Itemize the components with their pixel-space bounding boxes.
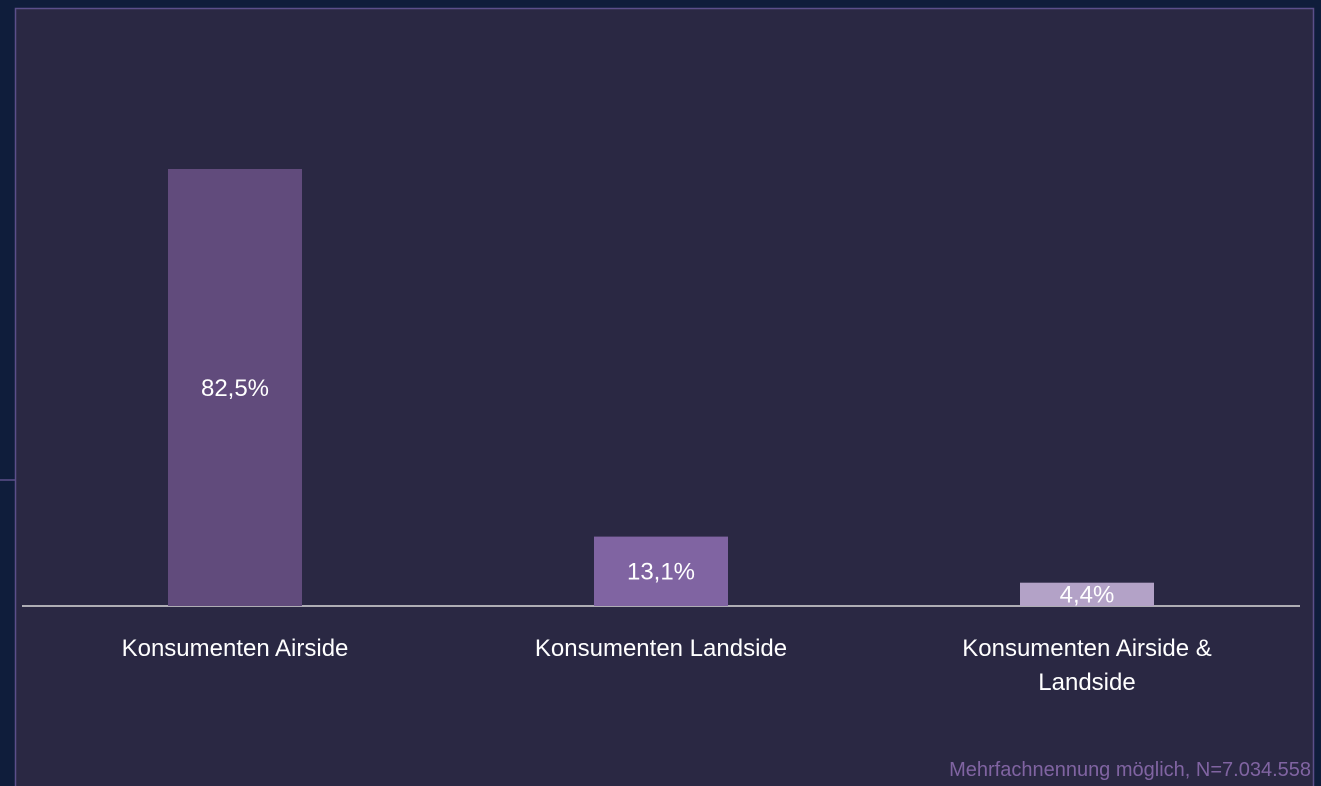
x-tick-label: Konsumenten Landside	[534, 635, 788, 662]
value-label: 13,1%	[627, 559, 695, 586]
note: Mehrfachnennung möglich, N=7.034.558	[949, 759, 1311, 781]
bar	[594, 536, 728, 606]
value-label: 82,5%	[201, 375, 269, 402]
bar	[1020, 582, 1154, 606]
x-tick-label: Konsumenten Airside	[121, 635, 349, 662]
value-label: 4,4%	[1060, 582, 1115, 609]
x-tick-label: Konsumenten Airside & Landside	[962, 635, 1212, 696]
bar	[168, 169, 302, 606]
